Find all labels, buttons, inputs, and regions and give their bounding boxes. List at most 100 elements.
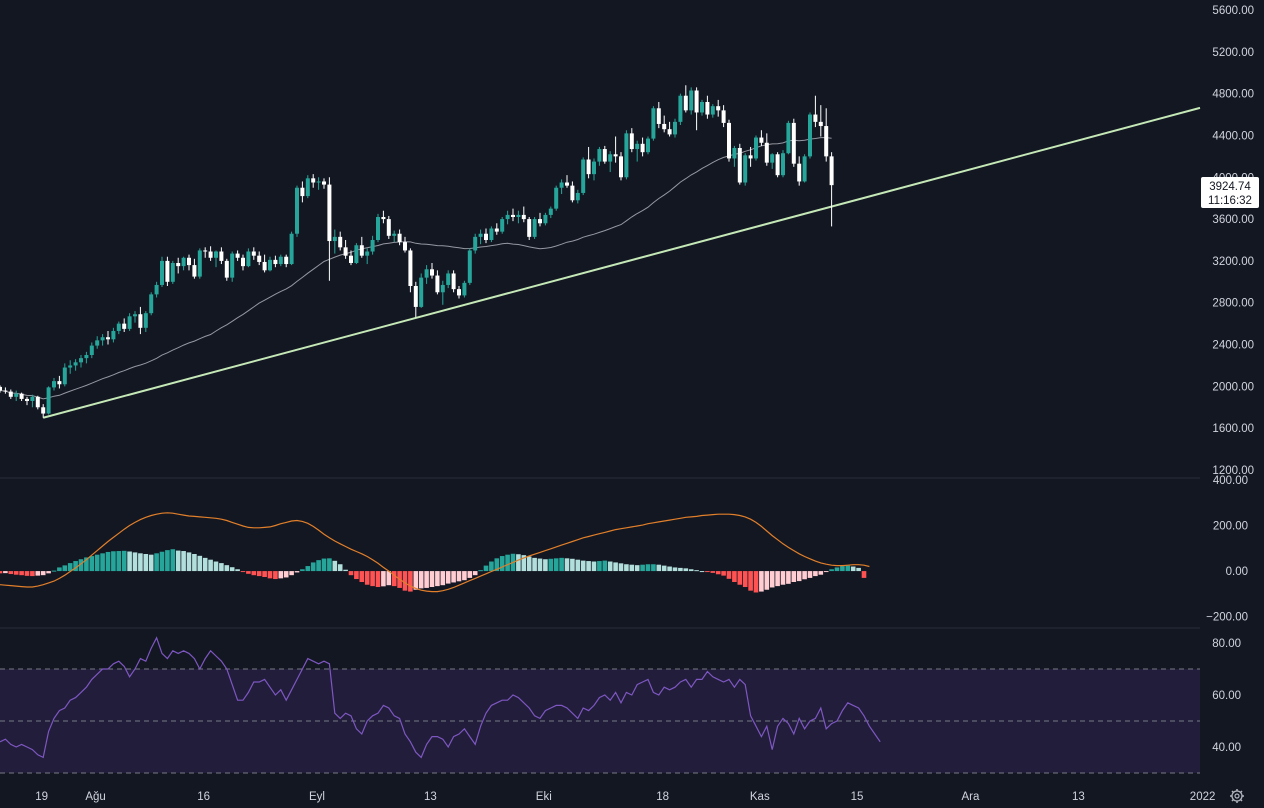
macd-histogram-bar	[597, 561, 602, 572]
candle	[813, 95, 818, 128]
trendline[interactable]	[42, 106, 1201, 419]
time-tick-label: 16	[197, 791, 210, 803]
candle	[802, 154, 807, 183]
macd-histogram-bar	[856, 567, 861, 572]
macd-histogram-bar	[8, 571, 14, 575]
candle	[224, 258, 229, 281]
candle	[192, 258, 197, 279]
macd-histogram-bar	[35, 571, 41, 576]
macd-histogram-bar	[89, 556, 95, 572]
time-tick-label: Eki	[536, 791, 552, 803]
time-tick-label: Kas	[750, 791, 770, 803]
candle	[3, 387, 8, 394]
macd-histogram-bar	[256, 571, 262, 577]
macd-histogram-bar	[613, 562, 618, 572]
macd-histogram-bar	[661, 565, 667, 572]
macd-pane[interactable]	[0, 512, 870, 593]
macd-histogram-bar	[829, 569, 834, 572]
macd-histogram-bar	[143, 554, 149, 572]
candle	[397, 229, 402, 246]
macd-histogram-bar	[705, 571, 710, 573]
macd-histogram-bar	[289, 571, 294, 576]
macd-histogram-bar	[165, 550, 170, 572]
candle	[451, 270, 456, 293]
macd-histogram-bar	[791, 571, 797, 583]
candle	[295, 185, 299, 237]
time-tick-label: Ara	[961, 791, 980, 803]
candle	[100, 334, 105, 346]
price-pane[interactable]	[0, 85, 1201, 419]
macd-histogram-bar	[408, 571, 413, 592]
macd-axis[interactable]: 400.00 200.00 0.00 −200.00	[1206, 475, 1248, 624]
macd-histogram-bar	[364, 571, 370, 585]
candle	[516, 210, 521, 224]
macd-histogram-bar	[262, 571, 267, 577]
macd-histogram-bar	[823, 571, 829, 573]
macd-histogram-bar	[138, 553, 143, 572]
candle	[187, 254, 191, 271]
candle	[473, 233, 478, 254]
macd-histogram-bar	[391, 571, 397, 587]
countdown-label: 11:16:32	[1208, 195, 1252, 207]
macd-histogram-bar	[375, 571, 381, 588]
macd-histogram-bar	[148, 554, 154, 572]
macd-histogram-bar	[694, 570, 699, 572]
macd-histogram-bar	[73, 561, 78, 572]
macd-histogram-bar	[764, 571, 770, 590]
macd-histogram-bar	[489, 561, 494, 572]
candle	[68, 360, 73, 374]
macd-histogram-bar	[13, 571, 19, 575]
price-tick-label: 3600.00	[1212, 214, 1254, 226]
macd-histogram-bar	[813, 571, 818, 577]
gear-icon[interactable]	[1230, 789, 1244, 803]
macd-histogram-bar	[786, 571, 791, 584]
macd-histogram-bar	[667, 566, 672, 572]
macd-histogram-bar	[51, 570, 57, 572]
macd-histogram-bar	[154, 553, 159, 572]
time-tick-label: 13	[424, 791, 437, 803]
macd-histogram-bar	[116, 551, 122, 572]
macd-histogram-bar	[121, 550, 127, 572]
candle	[721, 105, 726, 128]
candle	[619, 152, 623, 181]
macd-histogram-bar	[591, 561, 597, 572]
candle	[197, 248, 202, 279]
candle	[754, 135, 758, 161]
rsi-axis[interactable]: 80.00 60.00 40.00	[1212, 638, 1241, 754]
candle	[646, 136, 650, 155]
time-tick-label: Ağu	[85, 791, 105, 803]
price-tick-label: 2400.00	[1212, 340, 1254, 352]
macd-histogram-bar	[273, 571, 278, 580]
macd-histogram-bar	[759, 571, 764, 592]
candle	[95, 336, 100, 349]
candle	[408, 248, 413, 293]
candle	[430, 263, 434, 279]
macd-histogram-bar	[67, 563, 73, 572]
macd-histogram-bar	[424, 571, 429, 588]
candle	[683, 85, 688, 113]
rsi-pane[interactable]	[0, 636, 1200, 774]
time-axis[interactable]: 19 Ağu 16 Eyl 13 Eki 18 Kas 15 Ara 13 2022	[35, 791, 1215, 803]
macd-histogram-bar	[278, 571, 284, 579]
candle	[241, 254, 245, 271]
candle	[381, 210, 386, 224]
candle	[678, 93, 683, 125]
candle	[494, 223, 499, 235]
price-axis[interactable]: 5600.005200.004800.004400.004000.003600.…	[1212, 5, 1254, 477]
candle	[829, 152, 834, 227]
candle	[656, 102, 661, 129]
macd-histogram-bar	[370, 571, 375, 587]
price-tick-label: 1200.00	[1212, 465, 1254, 477]
candle	[327, 177, 332, 281]
time-tick-label: 13	[1072, 791, 1085, 803]
candle	[554, 185, 559, 211]
candle	[440, 280, 445, 305]
candle	[403, 236, 407, 253]
candle	[143, 311, 148, 332]
macd-histogram-bar	[84, 557, 89, 572]
macd-histogram-bar	[321, 558, 327, 572]
macd-histogram-bar	[559, 557, 564, 572]
macd-histogram-bar	[580, 560, 586, 572]
macd-histogram-bar	[672, 567, 678, 572]
